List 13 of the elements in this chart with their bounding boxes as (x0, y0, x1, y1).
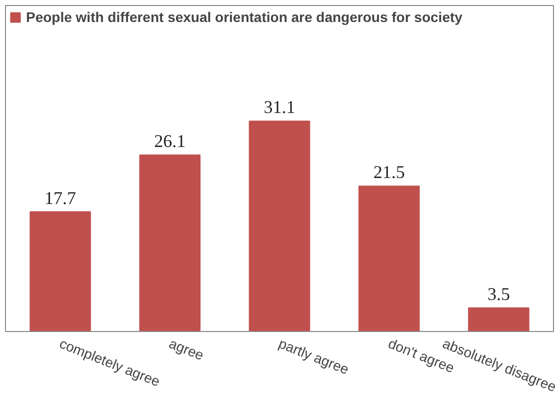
data-label: 21.5 (373, 162, 405, 182)
x-tick-label: partly agree (276, 335, 352, 378)
bar (248, 120, 310, 332)
data-label: 3.5 (487, 284, 510, 304)
bar (358, 186, 420, 332)
data-label: 31.1 (264, 97, 296, 118)
bar (30, 211, 91, 332)
bar (468, 307, 530, 332)
legend-label: People with different sexual orientation are dangerous for society (26, 9, 462, 25)
bar (139, 154, 201, 332)
data-label: 26.1 (154, 130, 186, 151)
data-label: 17.7 (44, 188, 76, 208)
x-tick-label: agree (166, 335, 206, 364)
